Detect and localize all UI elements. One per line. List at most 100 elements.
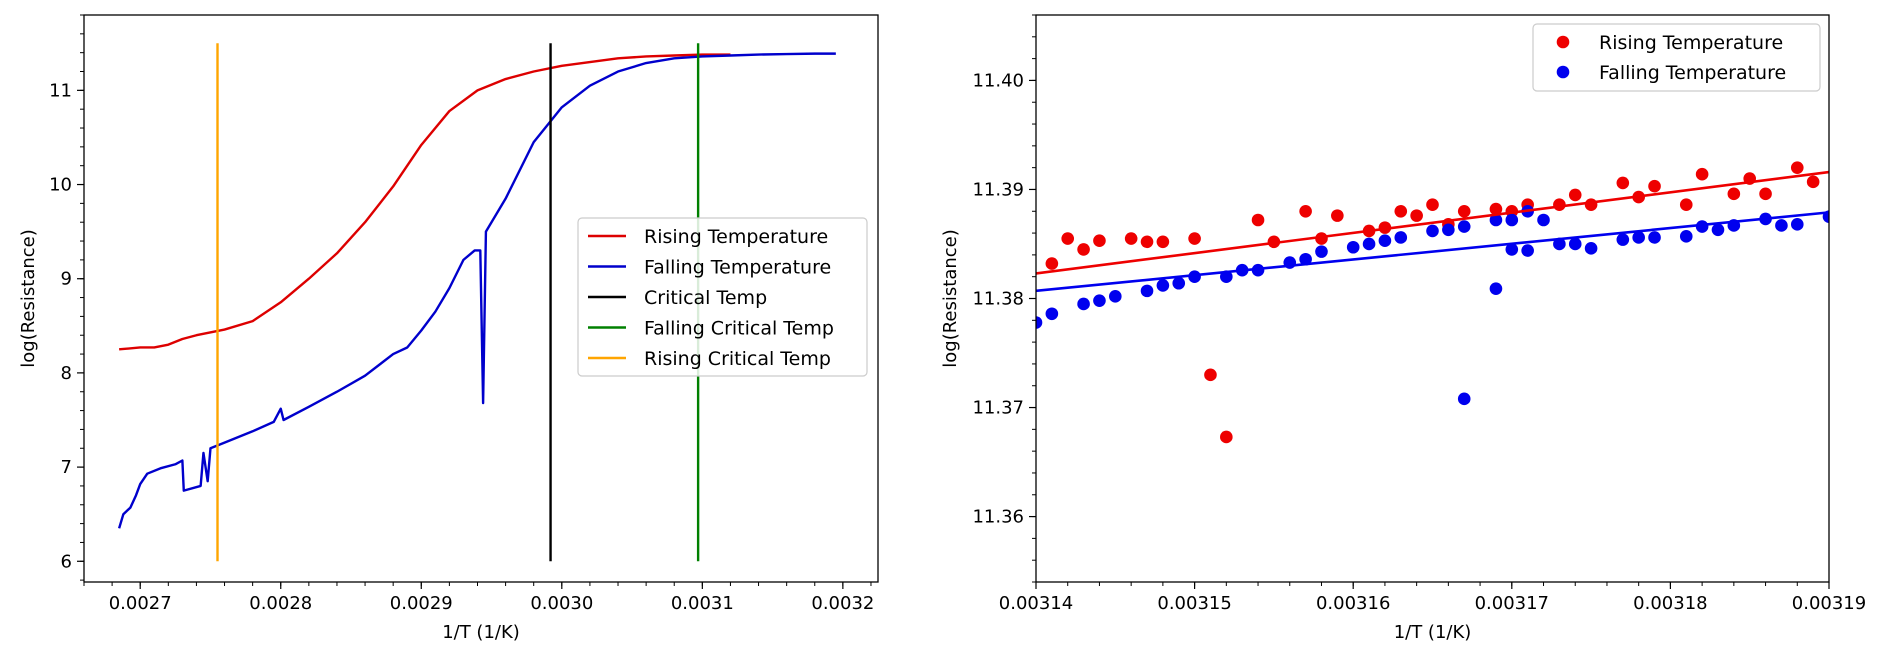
x-tick-label: 0.0028 <box>249 593 312 614</box>
scatter-point-0-12 <box>1299 204 1312 218</box>
scatter-point-1-27 <box>1489 282 1503 295</box>
series-line-0 <box>119 53 731 351</box>
legend: Rising Temperature Falling Temperature Cri… <box>577 217 868 377</box>
scatter-point-1-8 <box>1188 270 1201 283</box>
y-tick-label: 11.36 <box>972 507 1024 528</box>
scatter-point-0-14 <box>1331 209 1344 222</box>
y-axis-label: log(Resistance) <box>940 229 961 367</box>
left-chart-panel: 0.0027 0.0028 0.0029 0.0030 0.0031 0.0032 6 7 8 9… <box>18 14 879 643</box>
legend-label-0: Rising Temperature <box>1599 32 1783 54</box>
scatter-point-0-36 <box>1790 161 1804 174</box>
scatter-point-1-13 <box>1299 252 1312 266</box>
scatter-point-0-28 <box>1616 176 1630 190</box>
x-tick-label: 0.00314 <box>999 593 1073 614</box>
y-tick-label: 10 <box>49 175 72 196</box>
y-tick-label: 8 <box>61 363 72 384</box>
scatter-point-1-34 <box>1632 231 1645 244</box>
scatter-point-0-1 <box>1061 232 1075 245</box>
scatter-point-1-21 <box>1457 220 1471 233</box>
y-tick-label: 11.39 <box>972 179 1024 200</box>
fit-line-0 <box>1036 170 1829 275</box>
scatter-point-0-33 <box>1727 187 1741 201</box>
scatter-point-0-32 <box>1695 167 1709 181</box>
scatter-point-0-6 <box>1156 235 1170 249</box>
scatter-point-0-22 <box>1489 202 1503 216</box>
scatter-point-1-4 <box>1109 290 1122 303</box>
scatter-point-1-25 <box>1537 213 1550 227</box>
y-tick-label: 6 <box>61 551 72 572</box>
scatter-point-1-2 <box>1077 297 1090 311</box>
plot-area <box>117 43 836 562</box>
scatter-point-1-29 <box>1521 244 1534 257</box>
scatter-point-0-21 <box>1457 204 1471 218</box>
y-tick-label: 9 <box>61 269 72 290</box>
scatter-point-1-15 <box>1346 240 1360 254</box>
scatter-point-0-19 <box>1426 198 1439 212</box>
legend-label-3: Falling Critical Temp <box>644 318 834 340</box>
fit-line-1 <box>1036 211 1829 293</box>
scatter-point-1-5 <box>1140 284 1154 298</box>
scatter-point-1-26 <box>1457 392 1471 406</box>
scatter-point-1-0 <box>1036 316 1043 329</box>
scatter-point-0-5 <box>1140 235 1154 249</box>
legend-label-1: Falling Temperature <box>1599 62 1786 84</box>
scatter-point-1-45 <box>1854 210 1867 223</box>
x-tick-label: 0.00319 <box>1792 593 1866 614</box>
legend-box <box>1532 23 1821 92</box>
y-tick-label: 7 <box>61 457 72 478</box>
scatter-point-1-36 <box>1679 230 1693 243</box>
scatter-point-0-9 <box>1220 430 1233 444</box>
series-line-1 <box>117 52 836 529</box>
scatter-point-1-32 <box>1584 242 1598 255</box>
x-tick-label: 0.0030 <box>530 593 593 614</box>
scatter-point-1-33 <box>1616 233 1630 246</box>
scatter-point-0-10 <box>1251 213 1265 227</box>
scatter-point-1-31 <box>1568 237 1582 251</box>
scatter-point-1-18 <box>1394 231 1408 244</box>
scatter-point-0-31 <box>1679 198 1693 212</box>
scatter-point-1-1 <box>1045 307 1059 321</box>
scatter-point-0-27 <box>1584 198 1598 212</box>
scatter-point-0-7 <box>1188 232 1201 245</box>
scatter-point-1-44 <box>1839 213 1852 226</box>
x-tick-label: 0.00315 <box>1157 593 1231 614</box>
scatter-point-0-17 <box>1394 204 1408 218</box>
scatter-point-1-38 <box>1711 223 1725 237</box>
x-tick-label: 0.0029 <box>390 593 453 614</box>
scatter-point-1-6 <box>1156 279 1170 292</box>
y-axis-label: log(Resistance) <box>18 229 39 367</box>
scatter-point-0-30 <box>1648 179 1661 193</box>
scatter-point-1-28 <box>1505 243 1519 256</box>
scatter-point-1-41 <box>1775 219 1788 232</box>
scatter-point-1-35 <box>1648 231 1661 244</box>
scatter-point-0-4 <box>1124 232 1138 245</box>
x-tick-label: 0.0032 <box>811 593 874 614</box>
legend-label-1: Falling Temperature <box>644 257 831 279</box>
legend-label-2: Critical Temp <box>644 287 767 309</box>
x-axis-label: 1/T (1/K) <box>442 622 520 643</box>
scatter-point-1-22 <box>1489 213 1503 227</box>
x-tick-label: 0.0027 <box>109 593 172 614</box>
legend-label-0: Rising Temperature <box>644 226 828 248</box>
scatter-point-1-23 <box>1505 213 1519 227</box>
y-tick-label: 11.38 <box>972 289 1024 310</box>
scatter-point-0-37 <box>1806 175 1820 189</box>
scatter-point-1-14 <box>1315 245 1328 258</box>
scatter-point-0-8 <box>1204 368 1217 382</box>
legend-box <box>577 217 868 377</box>
scatter-point-1-46 <box>1870 203 1883 216</box>
scatter-point-0-18 <box>1410 209 1423 222</box>
scatter-point-1-19 <box>1426 224 1439 238</box>
scatter-point-1-42 <box>1790 218 1804 231</box>
x-tick-label: 0.00317 <box>1475 593 1549 614</box>
scatter-point-1-7 <box>1172 276 1186 290</box>
legend: Rising Temperature Falling Temperature <box>1532 23 1821 92</box>
scatter-point-1-17 <box>1378 234 1392 248</box>
scatter-point-1-16 <box>1362 237 1376 251</box>
x-tick-label: 0.0031 <box>671 593 734 614</box>
y-tick-label: 11.40 <box>972 70 1024 91</box>
scatter-point-0-2 <box>1077 243 1090 256</box>
plot-area <box>1036 161 1883 444</box>
right-chart-panel: 0.00314 0.00315 0.00316 0.00317 0.00318 0.003… <box>940 14 1883 643</box>
